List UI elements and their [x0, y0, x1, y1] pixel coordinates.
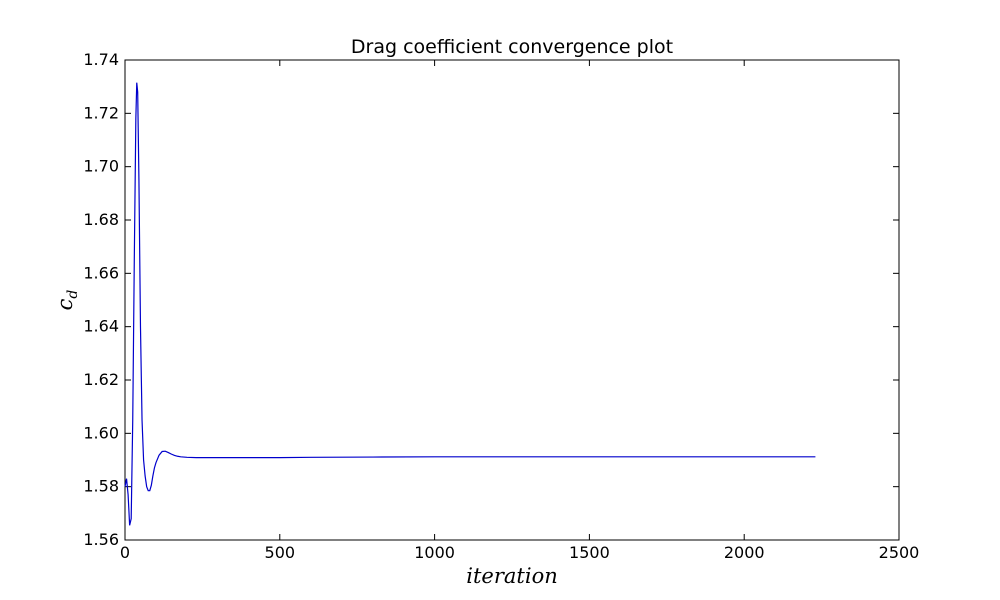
chart-title: Drag coefficient convergence plot — [351, 36, 673, 58]
y-tick-label: 1.68 — [83, 210, 119, 229]
y-tick-label: 1.62 — [83, 370, 119, 389]
y-axis-label-main: c — [53, 298, 77, 310]
series-line-0 — [124, 82, 816, 526]
y-tick-label: 1.74 — [83, 50, 119, 69]
x-tick-label: 0 — [120, 543, 130, 562]
x-tick-label: 2500 — [879, 543, 920, 562]
y-tick-label: 1.70 — [83, 157, 119, 176]
y-tick-label: 1.66 — [83, 263, 119, 282]
y-tick-label: 1.56 — [83, 530, 119, 549]
plot-frame — [124, 59, 900, 541]
y-tick-label: 1.60 — [83, 423, 119, 442]
x-tick-label: 2000 — [724, 543, 765, 562]
x-axis-label: iteration — [466, 564, 557, 588]
x-tick-label: 1500 — [569, 543, 610, 562]
x-tick-label: 1000 — [414, 543, 455, 562]
x-axis: 0 500 1000 1500 2000 2500 — [120, 60, 919, 562]
series-layer — [124, 82, 816, 526]
x-tick-label: 500 — [265, 543, 296, 562]
y-axis: 1.56 1.58 1.60 1.62 1.64 1.66 1.68 1.70 1.72 1.74 — [83, 50, 899, 549]
y-tick-label: 1.58 — [83, 477, 119, 496]
y-tick-label: 1.72 — [83, 103, 119, 122]
y-axis-label: cd — [53, 290, 81, 311]
y-axis-label-subscript: d — [65, 290, 81, 299]
y-tick-label: 1.64 — [83, 317, 119, 336]
